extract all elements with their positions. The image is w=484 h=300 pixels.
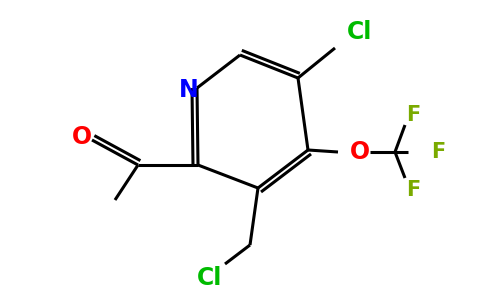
Text: O: O <box>350 140 370 164</box>
Text: F: F <box>406 180 420 200</box>
Text: Cl: Cl <box>348 20 373 44</box>
Text: F: F <box>431 142 445 162</box>
Text: F: F <box>406 105 420 125</box>
Text: O: O <box>72 125 92 149</box>
Text: Cl: Cl <box>197 266 223 290</box>
Text: N: N <box>179 78 199 102</box>
